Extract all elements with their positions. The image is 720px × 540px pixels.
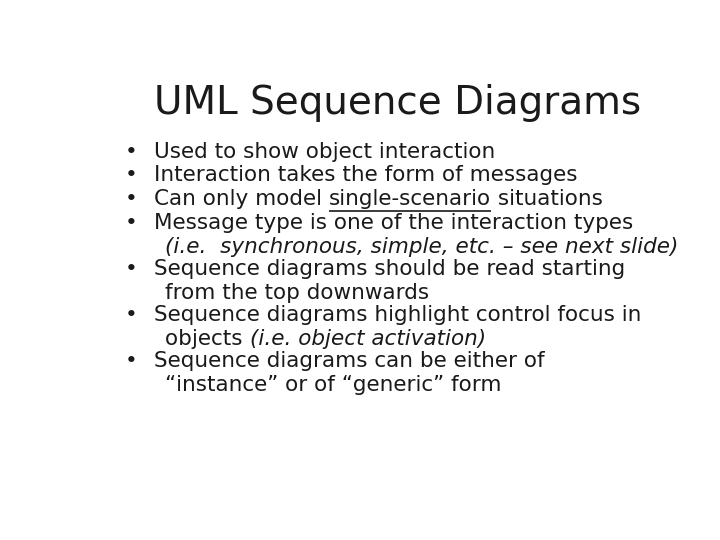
Text: Sequence diagrams should be read starting: Sequence diagrams should be read startin… [154,259,626,279]
Text: •: • [125,165,138,185]
Text: from the top downwards: from the top downwards [166,282,429,303]
Text: objects: objects [166,329,250,349]
Text: •: • [125,189,138,209]
Text: •: • [125,305,138,325]
Text: Message type is one of the interaction types: Message type is one of the interaction t… [154,213,634,233]
Text: single-scenario: single-scenario [329,189,491,209]
Text: “instance” or of “generic” form: “instance” or of “generic” form [166,375,502,395]
Text: •: • [125,213,138,233]
Text: •: • [125,259,138,279]
Text: Sequence diagrams can be either of: Sequence diagrams can be either of [154,352,545,372]
Text: UML Sequence Diagrams: UML Sequence Diagrams [154,84,642,122]
Text: •: • [125,141,138,161]
Text: Interaction takes the form of messages: Interaction takes the form of messages [154,165,577,185]
Text: Can only model: Can only model [154,189,329,209]
Text: (i.e.  synchronous, simple, etc. – see next slide): (i.e. synchronous, simple, etc. – see ne… [166,237,679,256]
Text: Used to show object interaction: Used to show object interaction [154,141,495,161]
Text: •: • [125,352,138,372]
Text: (i.e. object activation): (i.e. object activation) [250,329,486,349]
Text: Sequence diagrams highlight control focus in: Sequence diagrams highlight control focu… [154,305,642,325]
Text: situations: situations [491,189,603,209]
